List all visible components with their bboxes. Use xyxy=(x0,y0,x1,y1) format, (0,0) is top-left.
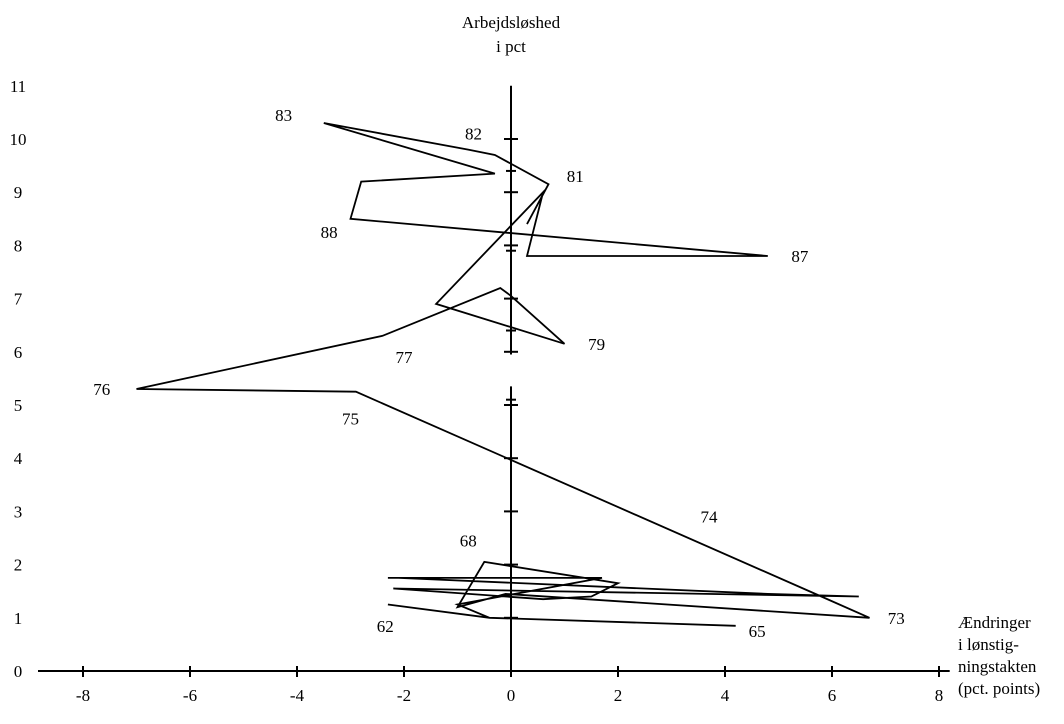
year-label: 81 xyxy=(567,167,584,186)
x-tick-label: 6 xyxy=(828,686,837,705)
x-axis-title: (pct. points) xyxy=(958,679,1040,698)
x-tick-label: -2 xyxy=(397,686,411,705)
y-tick-label: 7 xyxy=(14,290,23,309)
year-label: 79 xyxy=(588,335,605,354)
year-label: 74 xyxy=(700,508,718,527)
y-tick-label: 1 xyxy=(14,609,23,628)
y-axis-title: Arbejdsløshed xyxy=(462,13,561,32)
year-label: 73 xyxy=(888,609,905,628)
x-tick-label: -4 xyxy=(290,686,305,705)
year-label: 76 xyxy=(93,380,110,399)
x-tick-label: 2 xyxy=(614,686,623,705)
y-tick-label: 5 xyxy=(14,396,23,415)
year-label: 82 xyxy=(465,125,482,144)
x-tick-label: -8 xyxy=(76,686,90,705)
series xyxy=(136,122,870,627)
year-label: 83 xyxy=(275,106,292,125)
year-label: 65 xyxy=(749,622,766,641)
y-axis-title: i pct xyxy=(496,37,526,56)
year-label: 68 xyxy=(460,532,477,551)
y-tick-label: 2 xyxy=(14,556,23,575)
unemployment-wage-trajectory xyxy=(136,122,870,627)
y-tick-label: 6 xyxy=(14,343,23,362)
x-tick-label: -6 xyxy=(183,686,197,705)
y-tick-label: 4 xyxy=(14,449,23,468)
y-tick-label: 8 xyxy=(14,236,23,255)
year-label: 88 xyxy=(321,223,338,242)
y-tick-label: 3 xyxy=(14,502,23,521)
axis-titles: Arbejdsløshed i pct Ændringer i lønstig-nin… xyxy=(462,13,1040,698)
year-label: 87 xyxy=(791,247,809,266)
x-axis-title: ningstakten xyxy=(958,657,1037,676)
x-tick-label: 8 xyxy=(935,686,944,705)
year-label: 62 xyxy=(377,617,394,636)
year-label: 75 xyxy=(342,409,359,428)
x-axis-title: i lønstig- xyxy=(958,635,1019,654)
y-tick-label: 11 xyxy=(10,77,26,96)
year-label: 77 xyxy=(396,348,414,367)
y-tick-label: 10 xyxy=(10,130,27,149)
x-tick-label: 4 xyxy=(721,686,730,705)
x-tick-label: 0 xyxy=(507,686,516,705)
x-axis-title: Ændringer xyxy=(958,613,1031,632)
point-labels: 62 65 68 73 74 75 76 77 79 81 82 83 87 88 xyxy=(93,106,904,641)
y-tick-label: 9 xyxy=(14,183,23,202)
y-tick-label: 0 xyxy=(14,662,23,681)
